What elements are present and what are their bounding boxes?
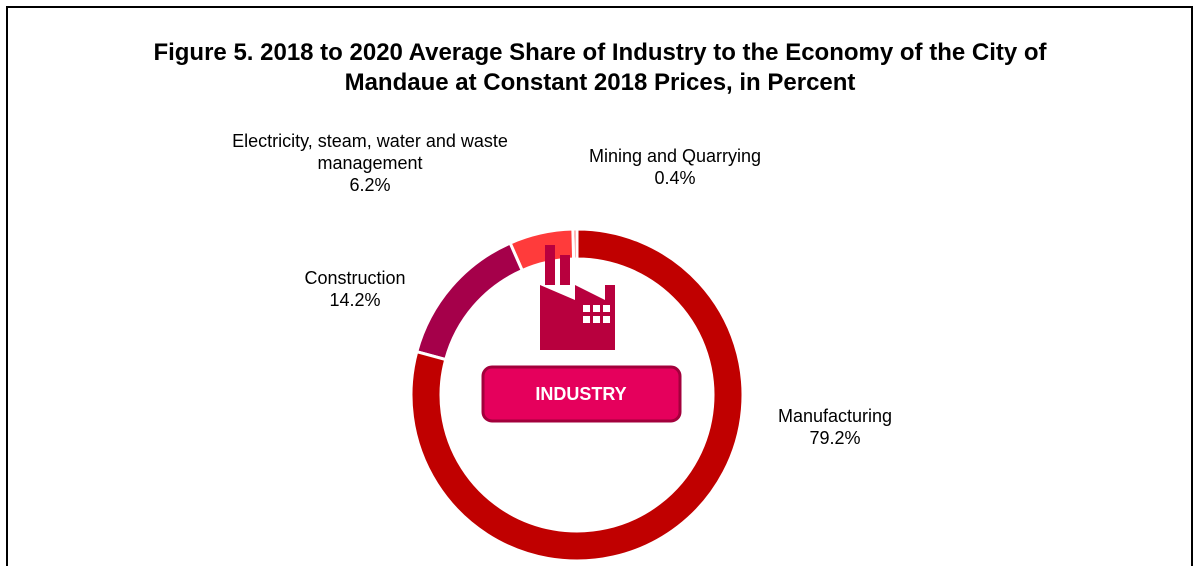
- chart-title: Figure 5. 2018 to 2020 Average Share of …: [153, 39, 1047, 96]
- value-label: 14.2%: [329, 290, 381, 310]
- category-label: Electricity, steam, water and waste mana…: [232, 131, 508, 173]
- category-label: Construction: [304, 268, 406, 288]
- value-label: 79.2%: [809, 428, 861, 448]
- category-label: Mining and Quarrying: [588, 146, 762, 166]
- slice-label: Manufacturing 79.2%: [705, 405, 965, 449]
- slice-label: Construction 14.2%: [255, 267, 455, 311]
- frame: [6, 6, 1193, 566]
- donut-slice: [414, 241, 525, 362]
- factory-icon: [540, 245, 615, 350]
- center-label: INDUSTRY: [535, 384, 626, 404]
- donut-slice: [409, 227, 745, 563]
- value-label: 0.4%: [654, 168, 696, 188]
- slice-label: Mining and Quarrying 0.4%: [545, 145, 805, 189]
- slice-label: Electricity, steam, water and waste mana…: [225, 130, 515, 196]
- category-label: Manufacturing: [777, 406, 893, 426]
- center-badge: [481, 365, 682, 423]
- donut-slice: [508, 227, 576, 273]
- value-label: 6.2%: [349, 175, 391, 195]
